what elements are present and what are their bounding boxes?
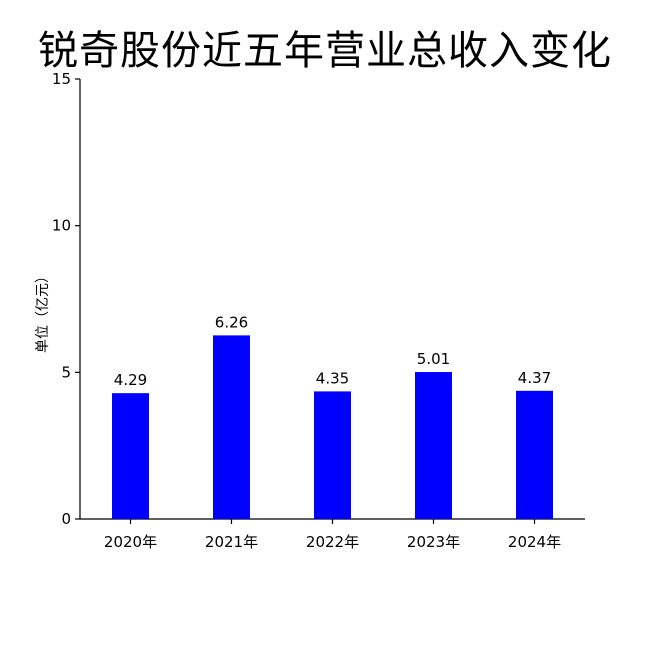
data-label: 4.29 xyxy=(114,371,147,389)
x-tick-label: 2021年 xyxy=(205,533,258,551)
x-tick-label: 2020年 xyxy=(104,533,157,551)
x-tick-label: 2023年 xyxy=(407,533,460,551)
bar xyxy=(415,372,452,519)
bar xyxy=(516,390,553,519)
y-axis-label: 单位（亿元） xyxy=(35,269,51,353)
bar xyxy=(112,393,149,519)
data-label: 6.26 xyxy=(215,313,248,331)
bar xyxy=(213,335,250,519)
x-tick-label: 2024年 xyxy=(508,533,561,551)
chart-title: 锐奇股份近五年营业总收入变化 xyxy=(38,28,612,74)
x-tick-label: 2022年 xyxy=(306,533,359,551)
y-tick-label: 0 xyxy=(61,510,71,528)
y-tick-label: 5 xyxy=(61,363,71,381)
y-tick-label: 10 xyxy=(52,217,71,235)
data-label: 4.37 xyxy=(518,369,551,387)
y-tick-label: 15 xyxy=(52,70,71,88)
data-label: 4.35 xyxy=(316,369,349,387)
data-label: 5.01 xyxy=(417,350,450,368)
bar xyxy=(314,391,351,519)
